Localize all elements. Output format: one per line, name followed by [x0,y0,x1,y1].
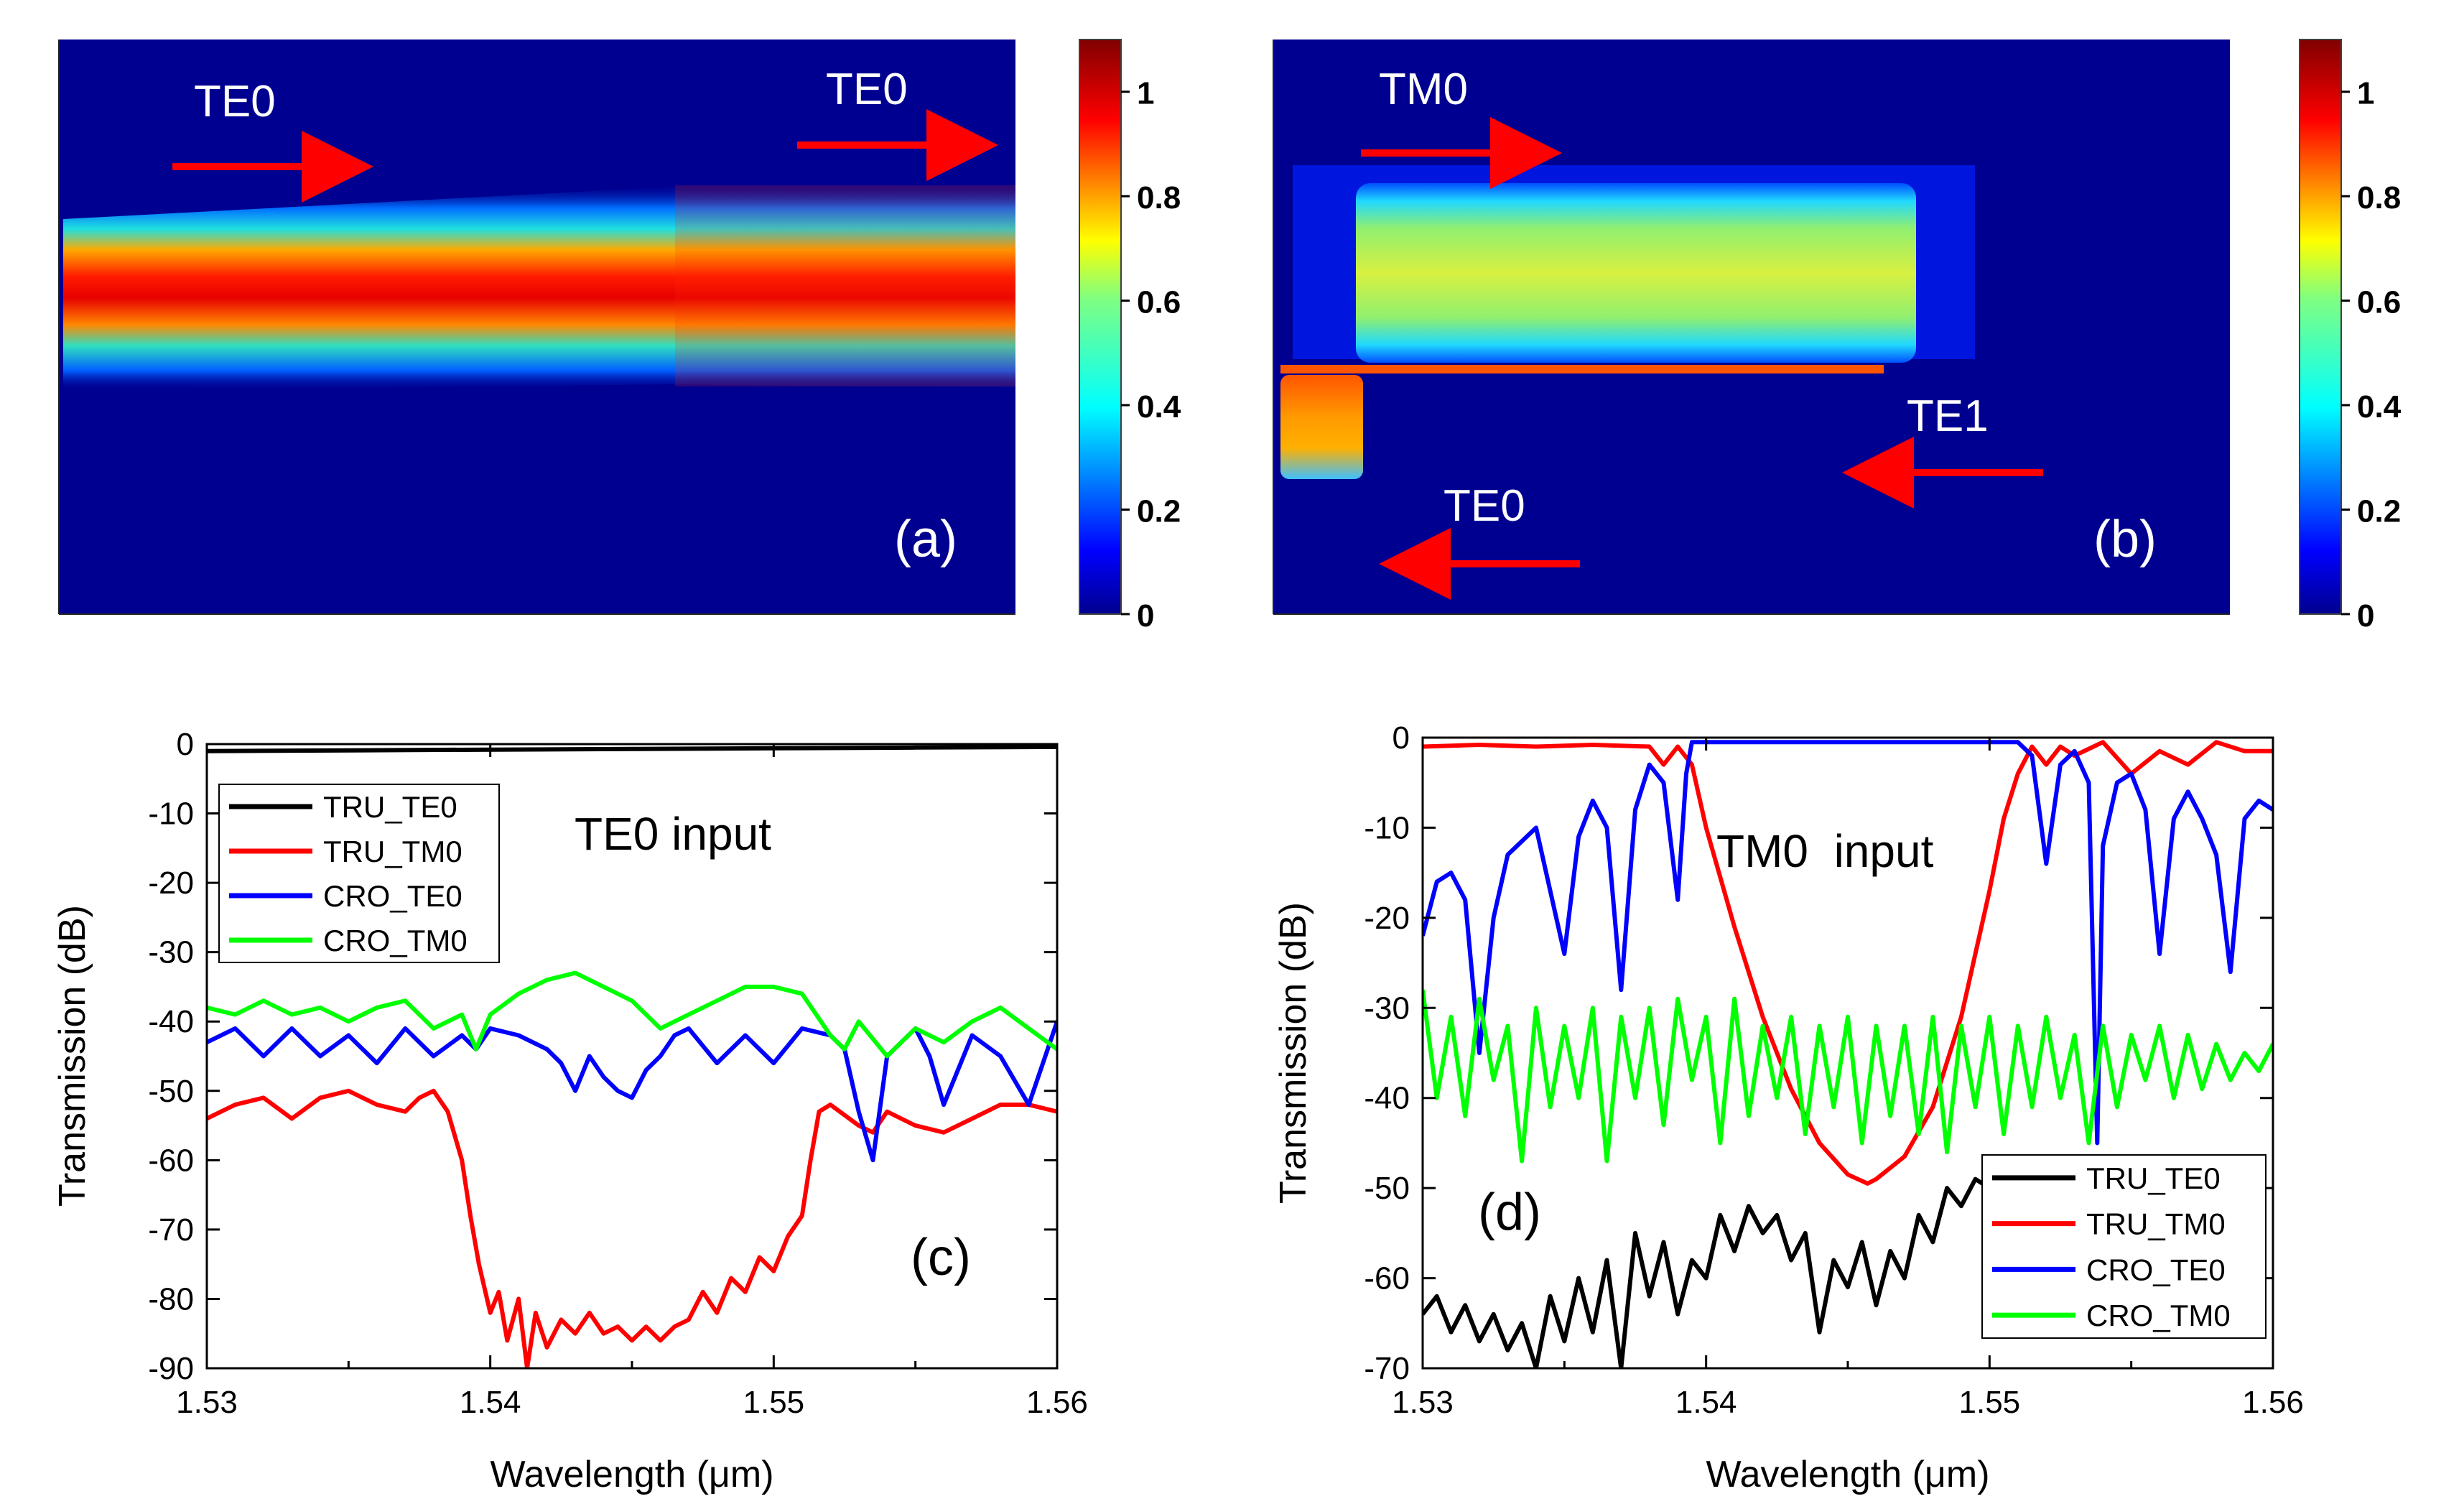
colorbar-b: 0 0.2 0.4 0.6 0.8 1 [2299,39,2402,633]
panel-c-legend: TRU_TE0 TRU_TM0 CRO_TE0 CRO_TM0 [218,784,500,963]
legend-label: CRO_TE0 [2086,1253,2226,1286]
panel-d-ylabel: Transmission (dB) [1273,902,1314,1204]
colorbar-tick-label: 0.6 [2357,285,2401,320]
legend-label: TRU_TM0 [323,835,462,868]
y-tick-label: 0 [1393,720,1410,756]
colorbar-tick-label: 0 [1137,598,1154,633]
panel-b-mode-label-te0: TE0 [1443,481,1525,531]
panel-a-mode-band [63,183,1015,391]
series-line-cro-tm0 [1423,989,2273,1164]
panel-d-label: (d) [1478,1184,1541,1241]
y-tick-label: -70 [148,1212,194,1248]
x-tick-label: 1.53 [176,1385,238,1420]
panel-c-label: (c) [911,1229,971,1286]
x-tick-label: 1.54 [1675,1385,1737,1420]
y-tick-label: -50 [148,1074,194,1109]
y-tick-label: -30 [148,935,194,970]
colorbar-tick-label: 0.8 [2357,180,2401,215]
legend-label: CRO_TM0 [2086,1299,2231,1332]
colorbar-tick-label: 0 [2357,598,2374,633]
x-tick-label: 1.55 [1959,1385,2021,1420]
panel-b-mode-label-te1: TE1 [1907,391,1989,441]
y-tick-label: -90 [148,1351,194,1386]
panel-c-title: TE0 input [575,808,771,860]
colorbar-a-scale [1079,39,1122,615]
y-tick-label: -40 [148,1004,194,1039]
panel-a-label: (a) [894,511,957,568]
series-line-tru-te0 [207,744,1057,753]
legend-label: CRO_TM0 [323,924,468,957]
x-tick-label: 1.56 [2242,1385,2304,1420]
panel-b-output-blob [1280,375,1363,479]
panel-c-xlabel: Wavelength (μm) [490,1454,773,1495]
panel-c-axes: 1.53 1.54 1.55 1.56 0 -10 -20 -30 -40 -50 -60 -70 -8… [148,727,1087,1420]
x-tick-label: 1.54 [460,1385,521,1420]
panel-b-mode-band [1356,183,1916,363]
colorbar-tick-label: 0.6 [1137,285,1181,320]
panel-c-legend-box [218,784,500,963]
series-line-tru-tm0 [1423,740,2273,1186]
panel-d: 1.53 1.54 1.55 1.56 0 -10 -20 -30 -40 -50 -60 -70 T… [1273,720,2304,1495]
x-tick-label: 1.53 [1392,1385,1454,1420]
panel-c-series [207,744,1057,1368]
colorbar-tick-label: 0.8 [1137,180,1181,215]
y-tick-label: -40 [1364,1081,1410,1116]
panel-a-mode-label-output: TE0 [826,65,908,114]
legend-label: TRU_TM0 [2086,1207,2226,1241]
panel-b-mode-label-tm0: TM0 [1379,65,1468,114]
panel-b-label: (b) [2093,511,2157,568]
y-tick-label: -80 [148,1281,194,1317]
x-tick-label: 1.55 [743,1385,805,1420]
panel-c: 1.53 1.54 1.55 1.56 0 -10 -20 -30 -40 -50 -60 -70 -8… [52,727,1088,1495]
y-tick-label: -60 [148,1143,194,1178]
y-tick-label: -20 [148,865,194,901]
legend-label: TRU_TE0 [323,790,457,824]
y-tick-label: -50 [1364,1171,1410,1206]
series-line-cro-tm0 [207,970,1057,1059]
panel-a: TE0 TE0 (a) [58,40,1015,615]
panel-d-series [1423,740,2273,1368]
colorbar-a: 0 0.2 0.4 0.6 0.8 1 [1079,39,1181,633]
colorbar-tick-label: 1 [1137,76,1154,111]
y-tick-label: -30 [1364,990,1410,1026]
y-tick-label: -20 [1364,901,1410,936]
colorbar-tick-label: 0.4 [1137,389,1181,424]
series-line-cro-te0 [207,1021,1057,1163]
series-line-cro-te0 [1423,740,2273,1146]
y-tick-label: 0 [177,727,194,762]
panel-d-title: TM0 input [1716,825,1934,877]
y-tick-label: -10 [148,797,194,832]
panel-d-legend: TRU_TE0 TRU_TM0 CRO_TE0 CRO_TM0 [1981,1154,2267,1339]
colorbar-b-ticks: 0 0.2 0.4 0.6 0.8 1 [2341,76,2402,633]
legend-label: CRO_TE0 [323,879,462,913]
colorbar-tick-label: 0.2 [1137,494,1181,529]
colorbar-a-ticks: 0 0.2 0.4 0.6 0.8 1 [1121,76,1181,633]
panel-a-output-section [675,185,1015,386]
panel-b: TM0 TE1 TE0 (b) [1273,40,2230,615]
panel-b-frame-ticks [1273,40,2230,615]
colorbar-tick-label: 1 [2357,76,2374,111]
y-tick-label: -70 [1364,1351,1410,1386]
panel-b-coupling-line [1280,365,1884,373]
panel-a-mode-label-input: TE0 [194,77,276,126]
panel-d-legend-box [1981,1154,2267,1339]
panel-c-ylabel: Transmission (dB) [52,905,93,1207]
legend-label: TRU_TE0 [2086,1161,2221,1195]
panel-d-axes: 1.53 1.54 1.55 1.56 0 -10 -20 -30 -40 -50 -60 -70 [1364,720,2303,1420]
colorbar-b-scale [2299,39,2342,615]
series-line-tru-tm0 [207,1088,1057,1368]
panel-a-frame-ticks [58,40,1015,615]
colorbar-tick-label: 0.2 [2357,494,2401,529]
panel-d-xlabel: Wavelength (μm) [1706,1454,1989,1495]
x-tick-label: 1.56 [1026,1385,1088,1420]
y-tick-label: -60 [1364,1261,1410,1296]
colorbar-tick-label: 0.4 [2357,389,2402,424]
y-tick-label: -10 [1364,810,1410,845]
series-line-tru-te0 [1423,1176,1991,1368]
